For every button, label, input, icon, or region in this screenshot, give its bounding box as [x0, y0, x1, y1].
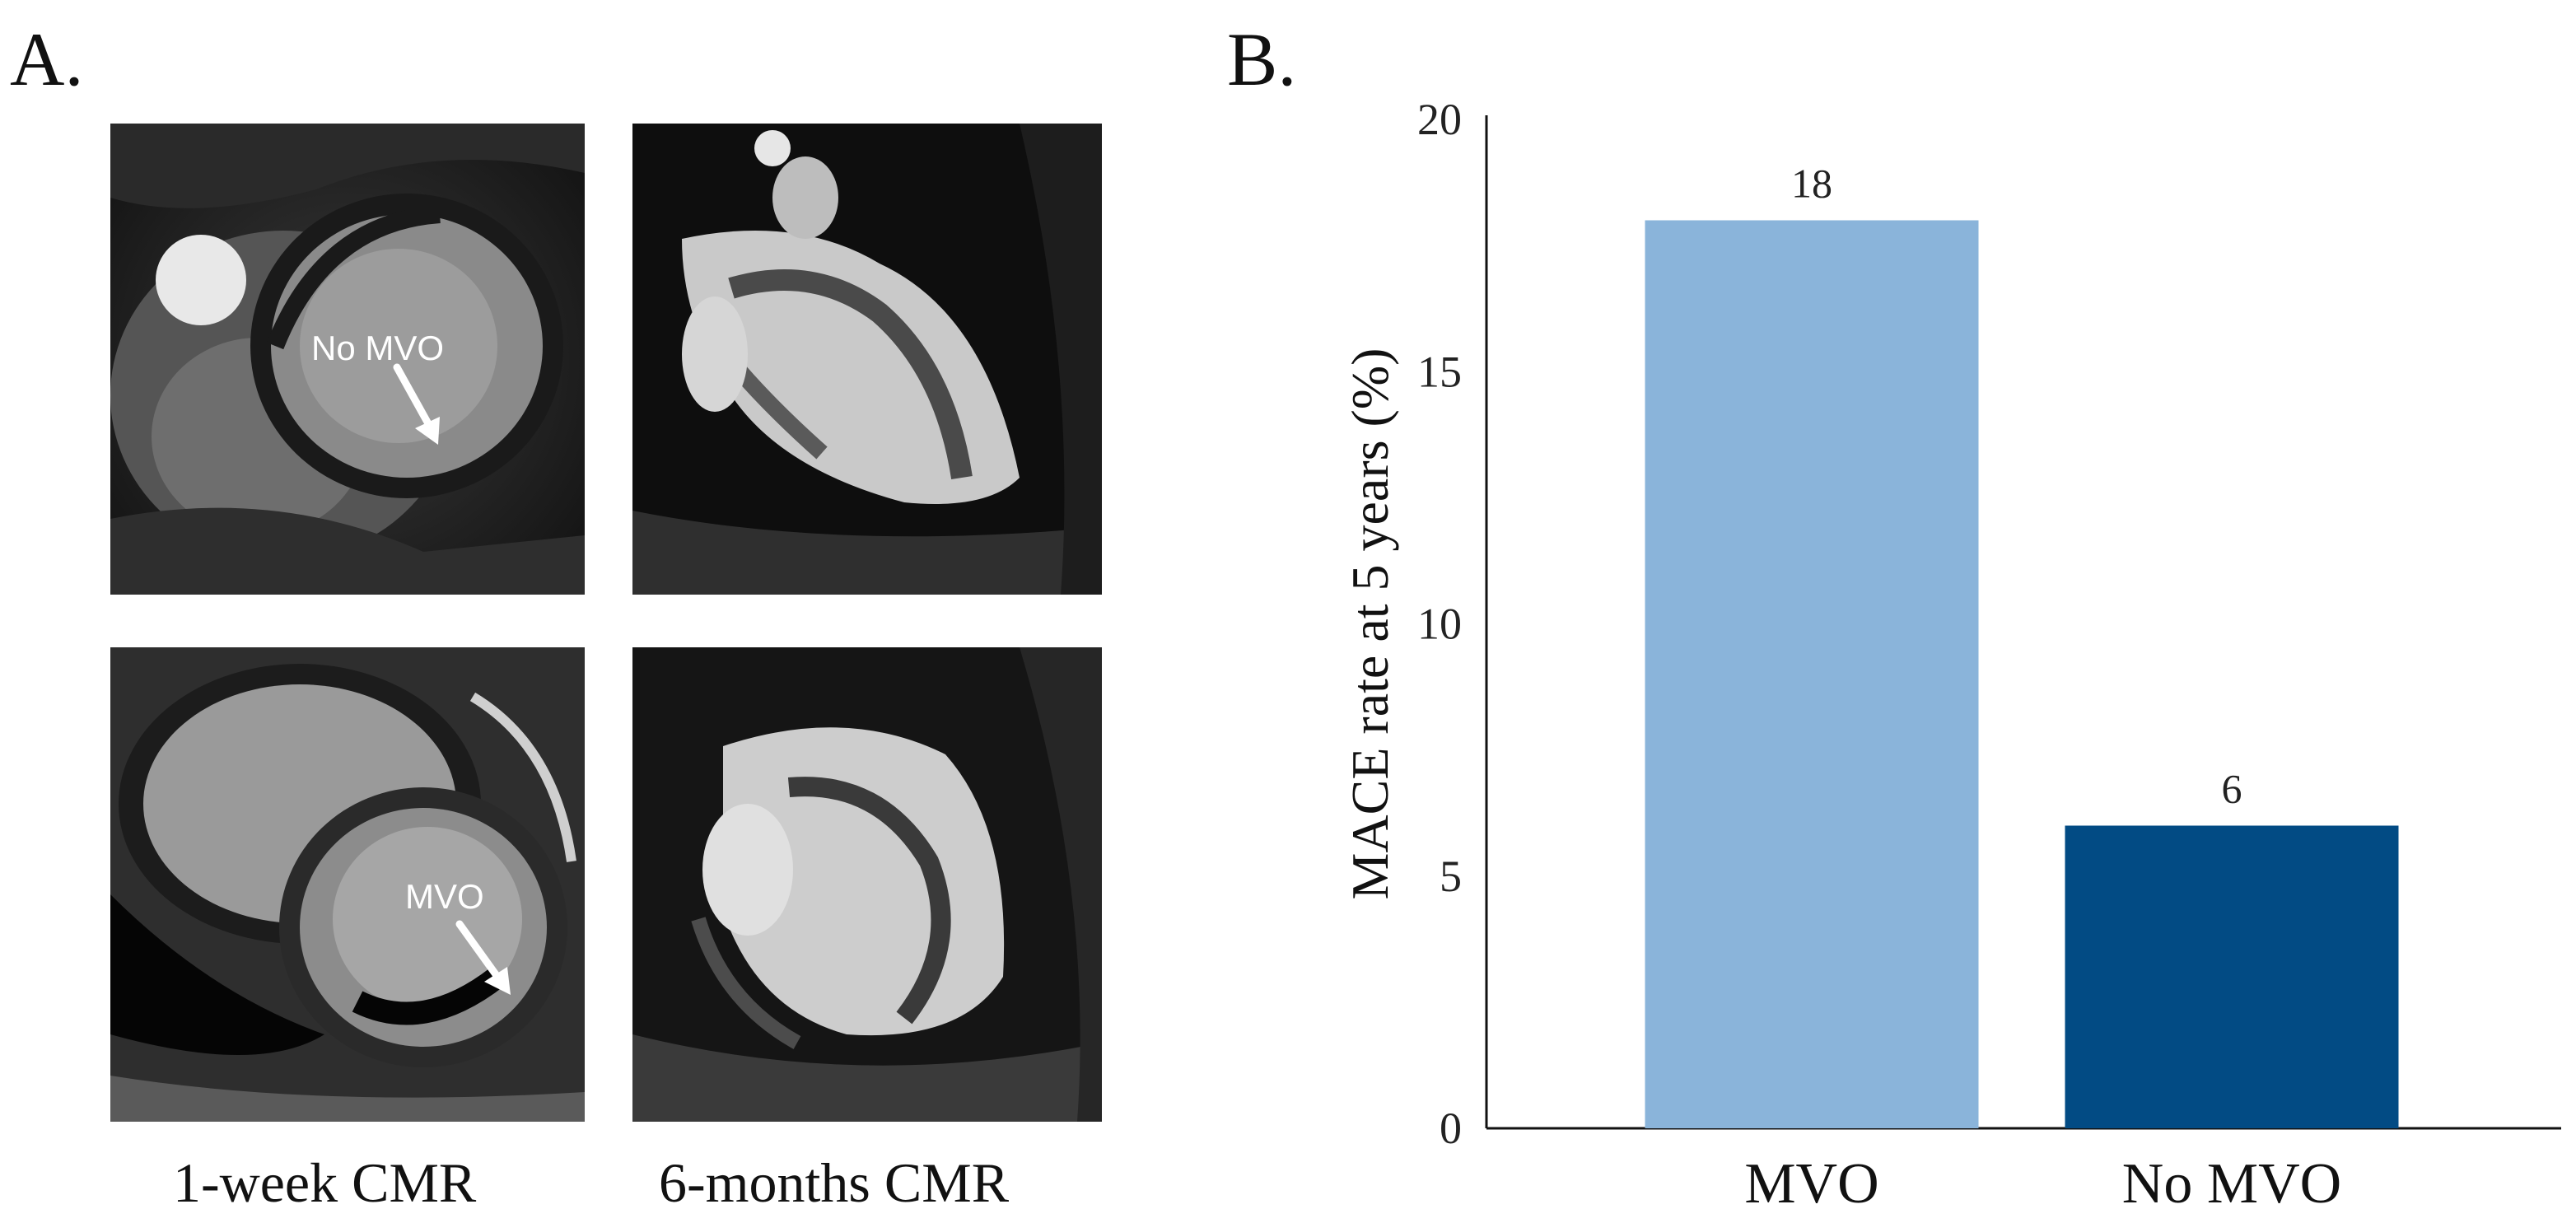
- y-tick-label-5: 5: [1440, 852, 1462, 901]
- mri-1week-mvo-graphic: [110, 647, 585, 1122]
- mvo-arrow-icon: [455, 920, 511, 995]
- caption-1week-cmr: 1-week CMR: [173, 1151, 477, 1214]
- no-mvo-image-label: No MVO: [311, 329, 445, 367]
- mri-1week-no-mvo-image: [110, 124, 585, 595]
- mri-6months-top-graphic: [632, 124, 1102, 595]
- bar-mvo: [1645, 220, 1979, 1128]
- no-mvo-arrow-icon: [393, 363, 440, 445]
- mri-6months-bottom-graphic: [632, 647, 1102, 1122]
- y-axis-title: MACE rate at 5 years (%): [1341, 348, 1399, 900]
- data-label-no-mvo: 6: [2222, 766, 2242, 812]
- x-tick-label-mvo: MVO: [1744, 1152, 1878, 1216]
- panel-a-letter: A.: [10, 17, 84, 101]
- mri-6months-bottom-image: [632, 647, 1102, 1122]
- x-tick-label-no-mvo: No MVO: [2122, 1152, 2341, 1216]
- panel-b-letter: B.: [1227, 17, 1297, 101]
- y-tick-label-0: 0: [1440, 1104, 1462, 1153]
- mri-1week-no-mvo-graphic: [110, 124, 585, 595]
- data-label-mvo: 18: [1791, 161, 1832, 207]
- mri-1week-mvo-image: [110, 647, 585, 1122]
- y-tick-label-20: 20: [1417, 95, 1462, 144]
- y-tick-label-15: 15: [1417, 347, 1462, 396]
- mri-6months-top-image: [632, 124, 1102, 595]
- mace-bar-chart: 0 5 10 15 20 MACE rate at 5 years (%) 18 MVO 6 No…: [1341, 95, 2561, 1216]
- mvo-image-label: MVO: [405, 877, 484, 916]
- y-tick-label-10: 10: [1417, 600, 1462, 649]
- bar-no-mvo: [2065, 825, 2399, 1128]
- caption-6months-cmr: 6-months CMR: [659, 1151, 1010, 1214]
